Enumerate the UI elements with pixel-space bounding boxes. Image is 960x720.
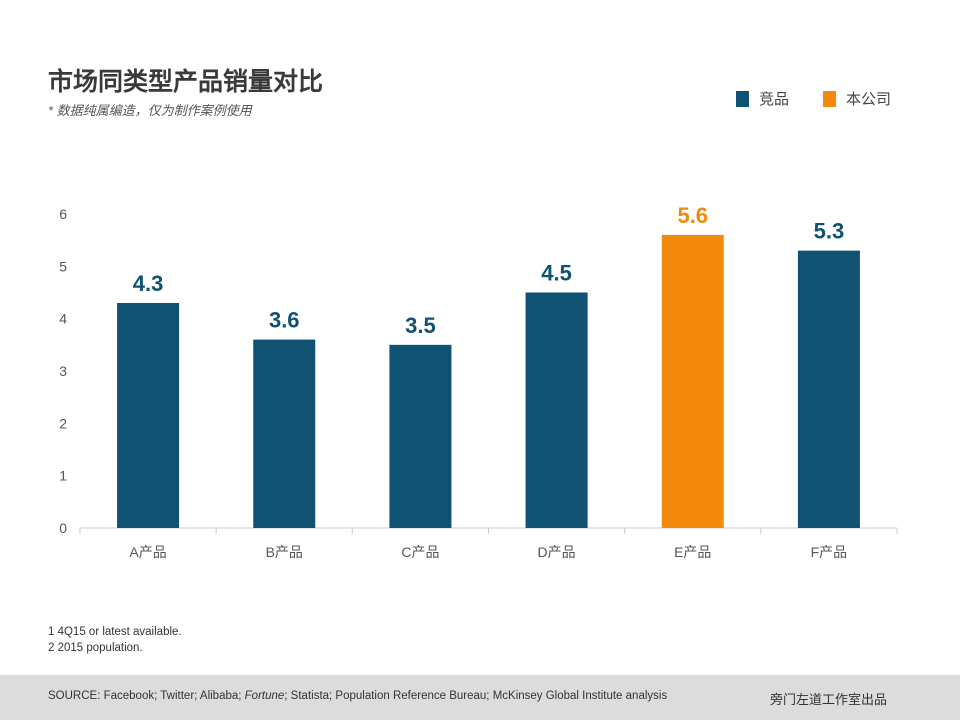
data-label: 3.6 bbox=[269, 308, 300, 333]
x-tick-label: E产品 bbox=[674, 544, 711, 560]
source-italic: Fortune bbox=[244, 690, 285, 702]
x-tick-label: A产品 bbox=[129, 544, 166, 560]
y-tick-label: 2 bbox=[59, 415, 67, 431]
bar-A产品 bbox=[117, 302, 180, 528]
legend: 竞品 本公司 bbox=[736, 88, 891, 109]
y-tick-label: 3 bbox=[59, 363, 67, 379]
legend-label: 本公司 bbox=[846, 91, 892, 108]
y-tick-label: 0 bbox=[59, 520, 67, 536]
source-text: SOURCE: Facebook; Twitter; Alibaba; Fort… bbox=[48, 690, 667, 702]
data-label: 3.5 bbox=[405, 313, 436, 338]
footnote: 2 2015 population. bbox=[48, 642, 143, 654]
legend-item-company: 本公司 bbox=[823, 88, 891, 109]
legend-label: 竞品 bbox=[759, 91, 790, 108]
bar-B产品 bbox=[253, 339, 316, 528]
bar-C产品 bbox=[389, 344, 452, 528]
bar-D产品 bbox=[525, 292, 588, 528]
legend-swatch-competitor bbox=[736, 90, 749, 107]
data-label: 5.6 bbox=[677, 203, 708, 228]
x-tick-label: C产品 bbox=[401, 544, 439, 560]
brand-text: 旁门左道工作室出品 bbox=[770, 692, 888, 707]
y-tick-label: 1 bbox=[59, 468, 67, 484]
bar-chart: 0 1 2 3 4 5 6 4.3 A产品 3.6 B产品 3.5 C产品 4.5 D产品 5.6 E产品 5.3… bbox=[59, 203, 898, 560]
footer-bar: SOURCE: Facebook; Twitter; Alibaba; Fort… bbox=[0, 675, 960, 720]
bar-F产品 bbox=[797, 250, 860, 528]
data-label: 4.5 bbox=[541, 261, 572, 286]
bar-E产品 bbox=[661, 234, 724, 528]
data-label: 5.3 bbox=[814, 219, 845, 244]
y-tick-label: 6 bbox=[59, 206, 67, 222]
chart-subtitle: * 数据纯属编造，仅为制作案例使用 bbox=[48, 103, 252, 118]
source-prefix: SOURCE: Facebook; Twitter; Alibaba; bbox=[48, 690, 245, 702]
footnotes: 1 4Q15 or latest available. 2 2015 popul… bbox=[48, 624, 182, 656]
legend-swatch-company bbox=[823, 90, 837, 107]
legend-item-competitor: 竞品 bbox=[736, 88, 789, 109]
x-tick-label: F产品 bbox=[811, 544, 848, 560]
y-tick-label: 5 bbox=[59, 258, 67, 274]
x-tick-label: D产品 bbox=[538, 544, 576, 560]
chart-title: 市场同类型产品销量对比 bbox=[48, 68, 324, 96]
data-label: 4.3 bbox=[133, 271, 164, 296]
source-suffix: ; Statista; Population Reference Bureau;… bbox=[284, 690, 668, 702]
x-tick-label: B产品 bbox=[266, 544, 303, 560]
footnote: 1 4Q15 or latest available. bbox=[48, 626, 182, 638]
y-tick-label: 4 bbox=[59, 311, 67, 327]
